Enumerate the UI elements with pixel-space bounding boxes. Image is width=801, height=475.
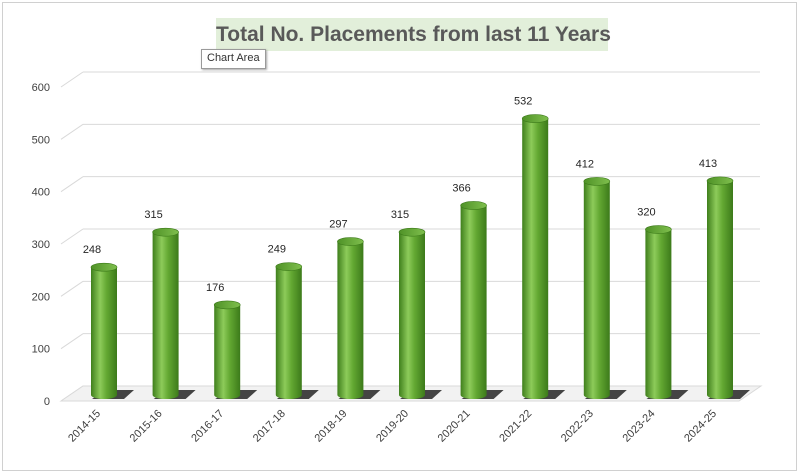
chart-area-tooltip: Chart Area	[201, 49, 266, 69]
bar-cap	[706, 176, 734, 186]
y-tick-label: 300	[32, 239, 50, 251]
data-label: 297	[329, 219, 347, 231]
data-label: 248	[83, 244, 101, 256]
x-tick-label: 2023-24	[620, 408, 657, 445]
x-tick-label: 2016-17	[189, 408, 226, 445]
bar-cap	[90, 262, 118, 272]
data-label: 176	[206, 282, 224, 294]
x-tick-label: 2021-22	[497, 408, 534, 445]
chart-title: Total No. Placements from last 11 Years	[216, 18, 611, 51]
bar[interactable]	[275, 262, 303, 399]
bar[interactable]	[521, 114, 549, 399]
bar-body	[214, 304, 241, 399]
data-label: 366	[452, 182, 470, 194]
gridline-depth	[60, 71, 84, 88]
data-label: 413	[699, 158, 717, 170]
x-tick-label: 2024-25	[682, 408, 719, 445]
bar-cap	[645, 225, 672, 234]
y-tick-label: 100	[32, 344, 50, 356]
gridline-depth	[60, 176, 84, 193]
gridline-depth	[60, 280, 84, 297]
x-axis: 2014-15 2015-16 2016-17 2017-18 2018-19 2019-…	[66, 408, 719, 445]
bar-cap	[460, 201, 487, 210]
y-tick-label: 0	[44, 396, 50, 408]
data-labels: 248 315 176 249 297 315 366 532 412 320 413	[83, 96, 717, 294]
data-label: 320	[637, 207, 655, 219]
bar-body	[275, 266, 302, 399]
bar-body	[522, 118, 549, 399]
bar[interactable]	[645, 225, 672, 399]
gridline-depth	[60, 228, 84, 245]
gridline-depth	[60, 123, 84, 140]
data-label: 315	[144, 209, 162, 221]
y-tick-label: 200	[32, 291, 50, 303]
data-label: 532	[514, 96, 532, 108]
bar[interactable]	[337, 237, 364, 399]
bar[interactable]	[460, 201, 487, 399]
y-tick-label: 400	[32, 187, 50, 199]
bar-body	[583, 181, 610, 399]
y-axis: 0 100 200 300 400 500 600	[32, 82, 50, 408]
bar-cap	[213, 300, 241, 310]
bar-body	[337, 241, 364, 399]
x-tick-label: 2018-19	[312, 408, 349, 445]
bar[interactable]	[213, 300, 241, 399]
bar[interactable]	[398, 227, 426, 399]
x-tick-label: 2020-21	[436, 408, 473, 445]
bar-body	[460, 205, 487, 399]
data-label: 315	[391, 209, 409, 221]
bar-cap	[152, 227, 179, 237]
bar[interactable]	[90, 262, 118, 399]
x-tick-label: 2017-18	[251, 408, 288, 445]
bar-body	[645, 229, 672, 399]
gridline-depth	[60, 333, 84, 350]
bar[interactable]	[706, 176, 734, 399]
data-label: 412	[576, 158, 594, 170]
bar-cap	[337, 237, 364, 246]
y-tick-label: 500	[32, 134, 50, 146]
x-tick-label: 2022-23	[559, 408, 596, 445]
bar[interactable]	[583, 177, 611, 399]
bar-series	[90, 114, 750, 399]
x-tick-label: 2019-20	[374, 408, 411, 445]
bar[interactable]	[152, 227, 179, 399]
data-label: 249	[268, 244, 286, 256]
y-tick-label: 600	[32, 82, 50, 94]
bar-body	[707, 180, 733, 399]
bar-body	[91, 267, 117, 399]
x-tick-label: 2015-16	[128, 408, 165, 445]
bar-body	[399, 232, 425, 399]
bar-cap	[583, 177, 611, 186]
bar-body	[152, 232, 179, 399]
bar-cap	[521, 114, 549, 123]
bar-cap	[398, 227, 426, 237]
x-tick-label: 2014-15	[66, 408, 103, 445]
bar-cap	[275, 262, 303, 271]
